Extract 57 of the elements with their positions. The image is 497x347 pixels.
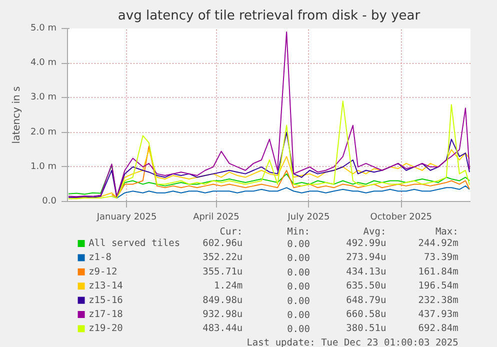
legend-label: z9-12	[88, 266, 118, 278]
text: 1.24m	[214, 280, 243, 292]
text: 849.98u	[202, 294, 243, 306]
text: 660.58u	[346, 309, 386, 320]
y-axis-title: latency in s	[12, 86, 23, 144]
line-series	[68, 132, 470, 198]
text: 244.92m	[418, 238, 459, 249]
text: 196.54m	[418, 280, 459, 292]
legend-label: z19-20	[88, 323, 124, 334]
x-tick-label: July 2025	[286, 212, 330, 222]
text: 0.00	[287, 310, 310, 321]
text: 161.84m	[418, 266, 459, 278]
text: Max:	[435, 226, 458, 238]
text: 635.50u	[346, 280, 386, 292]
y-tick-label: 2.0 m	[30, 127, 57, 138]
text: 692.84m	[418, 323, 459, 334]
text: 932.98u	[202, 309, 243, 320]
text: 0.00	[287, 296, 310, 307]
line-series	[68, 164, 470, 197]
text: 273.94u	[346, 252, 386, 264]
text: Last update: Tue Dec 23 01:00:03 2025	[246, 337, 458, 347]
legend-label: z15-16	[88, 294, 124, 306]
line-series	[111, 146, 470, 198]
text: 434.13u	[346, 266, 386, 278]
legend-label: z13-14	[88, 280, 124, 292]
text: 0.00	[287, 282, 310, 293]
y-tick-label: 1.0 m	[30, 162, 57, 172]
text: 380.51u	[346, 323, 386, 334]
legend-label: All served tiles	[88, 238, 180, 249]
y-tick-label: 3.0 m	[30, 92, 57, 103]
y-tick-label: 0.0	[42, 196, 57, 206]
legend-label: z17-18	[88, 309, 124, 320]
y-tick-label: 5.0 m	[30, 24, 57, 34]
text: 492.99u	[346, 238, 386, 249]
text: 73.39m	[424, 252, 459, 264]
x-tick-label: January 2025	[96, 212, 157, 222]
legend-label: z1-8	[88, 252, 112, 264]
text: 352.22u	[202, 252, 243, 264]
text: 355.71u	[202, 266, 243, 278]
text: Avg:	[363, 226, 386, 238]
text: 437.93m	[418, 309, 459, 320]
text: 648.79u	[346, 294, 386, 306]
text: 0.00	[287, 267, 310, 278]
text: 0.00	[287, 239, 310, 250]
x-tick-label: April 2025	[193, 212, 240, 222]
text: 602.96u	[202, 238, 243, 249]
line-series	[68, 31, 470, 198]
text: 0.00	[287, 253, 310, 264]
text: Cur:	[220, 226, 243, 238]
x-tick-label: October 2025	[370, 212, 432, 222]
text: 483.44u	[202, 323, 243, 334]
text: Min:	[287, 226, 310, 238]
chart-title: avg latency of tile retrieval from disk - by year	[118, 8, 421, 24]
y-tick-label: 4.0 m	[30, 58, 57, 68]
text: 232.38m	[418, 294, 459, 306]
line-series	[68, 100, 470, 200]
text: 0.00	[287, 324, 310, 336]
